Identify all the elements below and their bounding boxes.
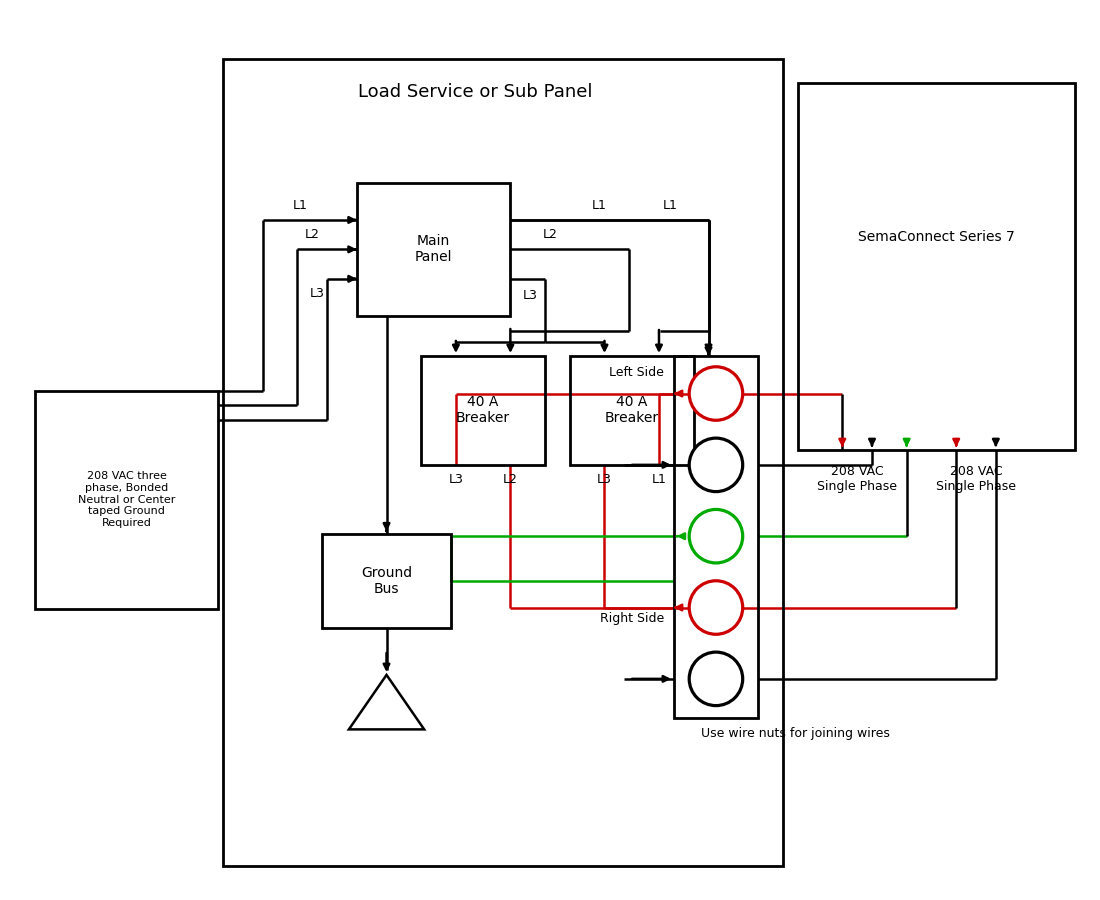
Text: Use wire nuts for joining wires: Use wire nuts for joining wires <box>701 727 890 741</box>
Text: L1: L1 <box>662 199 678 212</box>
Text: L3: L3 <box>449 472 463 486</box>
Text: 40 A
Breaker: 40 A Breaker <box>605 395 659 426</box>
Text: Right Side: Right Side <box>600 613 664 626</box>
Text: L3: L3 <box>310 287 326 300</box>
Bar <box>322 535 451 628</box>
Text: Left Side: Left Side <box>609 365 664 379</box>
Text: L1: L1 <box>293 199 307 212</box>
Bar <box>798 84 1075 450</box>
Text: L2: L2 <box>305 229 320 241</box>
Text: 208 VAC three
phase, Bonded
Neutral or Center
taped Ground
Required: 208 VAC three phase, Bonded Neutral or C… <box>78 472 175 527</box>
Text: 208 VAC
Single Phase: 208 VAC Single Phase <box>817 465 898 493</box>
Text: L1: L1 <box>651 472 667 486</box>
Text: L3: L3 <box>522 289 537 302</box>
Text: L2: L2 <box>503 472 518 486</box>
Text: SemaConnect Series 7: SemaConnect Series 7 <box>858 230 1015 244</box>
Bar <box>421 356 544 465</box>
Bar <box>356 183 510 316</box>
Bar <box>674 356 758 717</box>
Text: L3: L3 <box>597 472 612 486</box>
Text: Ground
Bus: Ground Bus <box>361 566 412 597</box>
Text: 208 VAC
Single Phase: 208 VAC Single Phase <box>936 465 1016 493</box>
Text: Main
Panel: Main Panel <box>415 234 452 265</box>
Bar <box>223 58 783 866</box>
Bar <box>570 356 694 465</box>
Text: L2: L2 <box>542 229 558 241</box>
Text: 40 A
Breaker: 40 A Breaker <box>456 395 510 426</box>
Circle shape <box>690 652 743 706</box>
Circle shape <box>690 367 743 420</box>
Circle shape <box>690 509 743 562</box>
Text: Load Service or Sub Panel: Load Service or Sub Panel <box>358 84 592 102</box>
Circle shape <box>690 438 743 491</box>
Text: L1: L1 <box>592 199 607 212</box>
Circle shape <box>690 580 743 634</box>
Bar <box>35 391 218 608</box>
